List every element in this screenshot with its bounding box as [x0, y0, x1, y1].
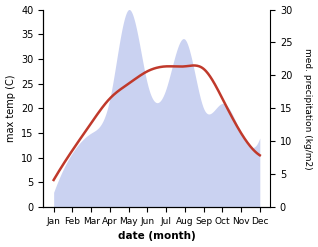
- X-axis label: date (month): date (month): [118, 231, 196, 242]
- Y-axis label: max temp (C): max temp (C): [5, 75, 16, 142]
- Y-axis label: med. precipitation (kg/m2): med. precipitation (kg/m2): [303, 48, 313, 169]
